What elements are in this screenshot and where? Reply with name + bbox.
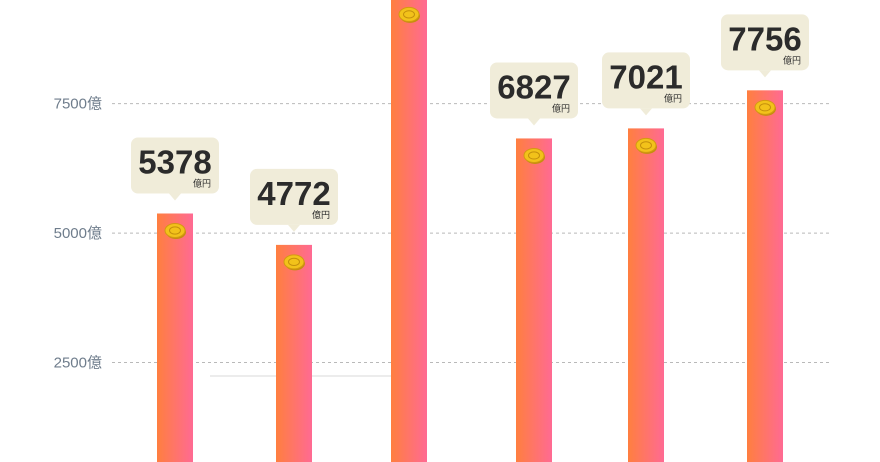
callout-box	[721, 14, 809, 71]
unit-label: 億円	[664, 92, 682, 104]
bar	[276, 244, 312, 462]
coin-icon	[523, 147, 545, 164]
unit-label: 億円	[312, 209, 330, 221]
unit-label: 億円	[552, 102, 570, 114]
unit-label: 億円	[193, 177, 211, 189]
coin-rim	[759, 103, 771, 112]
callout-pointer	[759, 70, 771, 78]
bars	[157, 0, 783, 462]
y-axis: 2500億 5000億 7500億	[54, 96, 102, 372]
y-tick-label: 7500億	[54, 96, 102, 113]
bar	[747, 90, 783, 462]
bar	[628, 128, 664, 462]
callout-pointer	[528, 118, 540, 126]
y-tick-label: 5000億	[54, 225, 102, 242]
gridlines	[112, 103, 830, 364]
coin-rim	[288, 257, 300, 266]
coin-rim	[528, 151, 540, 160]
coin-icon	[283, 254, 305, 271]
coin-icon	[754, 99, 776, 116]
coin-icon	[635, 137, 657, 154]
coin-rim	[403, 10, 415, 19]
coin-face	[635, 137, 657, 153]
coin-icon	[398, 6, 420, 23]
callout-pointer	[640, 108, 652, 116]
coin-rim	[169, 226, 181, 235]
callout-box	[602, 52, 690, 109]
coin-face	[164, 222, 186, 238]
coin-face	[283, 254, 305, 270]
callout-pointer	[169, 193, 181, 201]
callout-box	[131, 137, 219, 194]
value-label: 6827	[497, 68, 570, 105]
coin-rim	[640, 141, 652, 150]
value-label: 4772	[257, 175, 330, 212]
coin-face	[398, 6, 420, 22]
coin-face	[754, 99, 776, 115]
bar	[391, 0, 427, 462]
bar	[157, 213, 193, 462]
bar	[516, 138, 552, 462]
coin-icon	[164, 222, 186, 239]
unit-label: 億円	[783, 54, 801, 66]
value-label: 7756	[728, 20, 801, 57]
value-label: 5378	[138, 143, 211, 180]
callout-pointer	[288, 224, 300, 232]
coin-face	[523, 147, 545, 163]
callout-box	[250, 168, 338, 225]
value-label: 7021	[609, 58, 682, 95]
callout-box	[490, 62, 578, 119]
y-tick-label: 2500億	[54, 355, 102, 372]
